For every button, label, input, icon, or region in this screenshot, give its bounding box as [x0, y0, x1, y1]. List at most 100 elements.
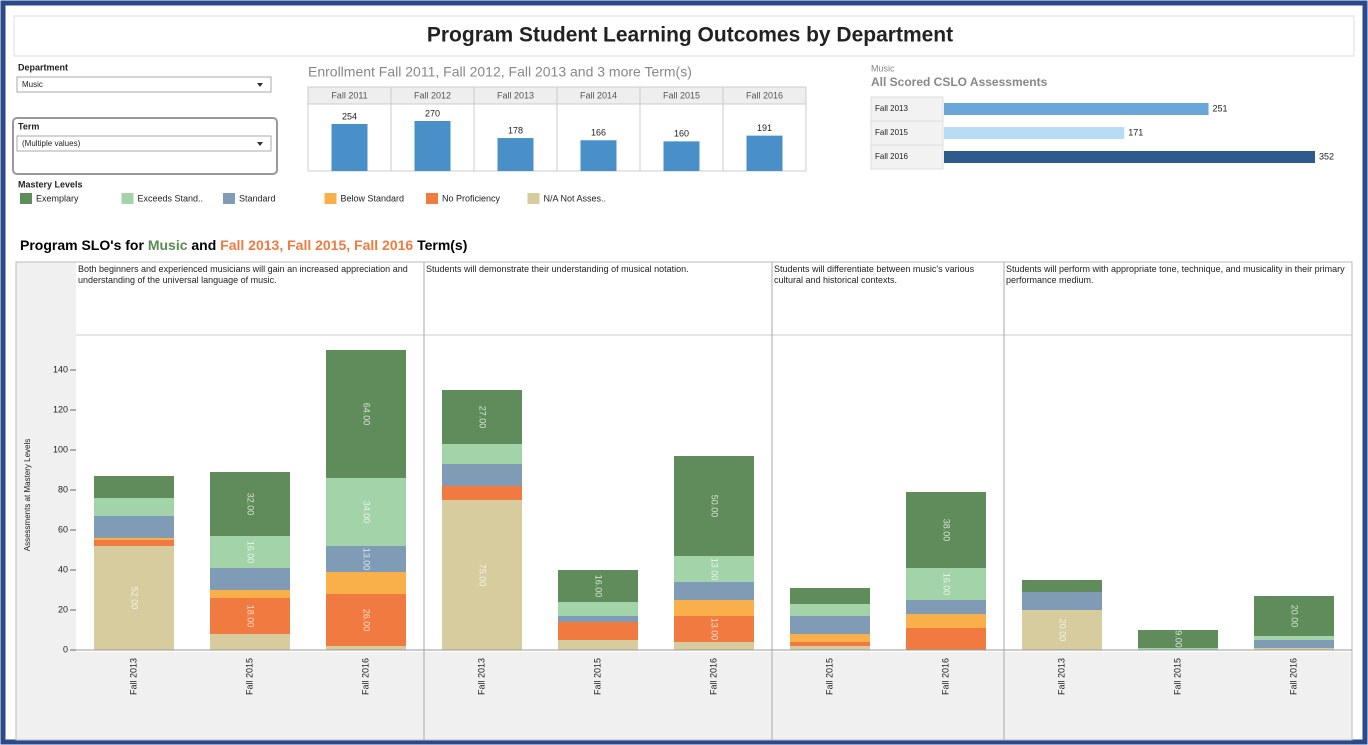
bar-segment — [674, 456, 754, 556]
title-part: and — [188, 237, 221, 253]
data-label: 251 — [1213, 103, 1228, 113]
column-header: Fall 2015 — [663, 90, 700, 100]
data-label: 191 — [757, 123, 772, 133]
title-part: Music — [148, 237, 188, 253]
x-tick-label: Fall 2013 — [128, 658, 138, 695]
bar-segment — [674, 616, 754, 642]
dashboard-title: Program Student Learning Outcomes by Dep… — [427, 24, 953, 47]
dropdown-arrow — [257, 83, 263, 87]
bar-segment — [326, 572, 406, 594]
axis-panel — [16, 262, 76, 740]
data-label: 9.00 — [1174, 630, 1184, 648]
bar-segment — [674, 556, 754, 582]
legend-label: Standard — [239, 193, 276, 203]
y-tick-label: 140 — [53, 364, 68, 374]
data-label: 18.00 — [246, 605, 256, 628]
bar-segment — [1254, 640, 1334, 648]
column-header: Fall 2016 — [746, 90, 783, 100]
bar-segment — [790, 634, 870, 642]
bar-segment — [442, 464, 522, 486]
title-part: Term(s) — [413, 237, 467, 253]
x-tick-label: Fall 2015 — [1172, 658, 1182, 695]
bar-segment — [1022, 592, 1102, 610]
bar-segment — [442, 390, 522, 444]
legend-swatch — [20, 193, 32, 204]
bar-segment — [674, 600, 754, 616]
bar-segment — [1138, 648, 1218, 650]
cslo-label: Music — [871, 63, 895, 73]
data-label: 20.00 — [1290, 605, 1300, 628]
x-tick-label: Fall 2013 — [1056, 658, 1066, 695]
filter-label: Department — [18, 62, 68, 72]
bar-segment — [94, 498, 174, 516]
x-tick-label: Fall 2016 — [1288, 658, 1298, 695]
data-label: 254 — [342, 111, 357, 121]
bar-segment — [558, 616, 638, 622]
bar-segment — [94, 476, 174, 498]
bar-segment — [558, 622, 638, 640]
bar-segment — [326, 546, 406, 572]
panel-header: Students will differentiate between musi… — [774, 264, 975, 285]
y-tick-label: 20 — [58, 604, 68, 614]
row-label: Fall 2013 — [875, 104, 908, 113]
data-label: 352 — [1319, 151, 1334, 161]
bar-segment — [674, 642, 754, 650]
column-header: Fall 2012 — [414, 90, 451, 100]
legend-swatch — [527, 193, 540, 204]
bar-segment — [790, 616, 870, 634]
enrollment-title: Enrollment Fall 2011, Fall 2012, Fall 20… — [308, 64, 692, 80]
bar-segment — [326, 594, 406, 646]
bar-segment — [210, 568, 290, 590]
data-label: 166 — [591, 128, 606, 138]
bar-segment — [210, 598, 290, 634]
filter-value: Music — [22, 80, 43, 89]
bar — [414, 121, 451, 171]
bar-segment — [442, 500, 522, 650]
y-tick-label: 100 — [53, 444, 68, 454]
y-tick-label: 60 — [58, 524, 68, 534]
y-axis-label: Assessments at Mastery Levels — [23, 439, 32, 551]
data-label: 16.00 — [594, 575, 604, 598]
bar-segment — [558, 640, 638, 650]
data-label: 16.00 — [942, 573, 952, 596]
data-label: 26.00 — [362, 609, 372, 632]
bar-segment — [442, 444, 522, 464]
data-label: 52.00 — [130, 587, 140, 610]
x-tick-label: Fall 2013 — [476, 658, 486, 695]
title-part: Fall 2013, Fall 2015, Fall 2016 — [220, 237, 413, 253]
bar-segment — [94, 516, 174, 538]
bar-segment — [1254, 596, 1334, 636]
data-label: 20.00 — [1058, 619, 1068, 642]
filter-label: Term — [18, 121, 39, 131]
column-header: Fall 2014 — [580, 90, 617, 100]
bar-segment — [94, 540, 174, 546]
data-label: 38.00 — [942, 519, 952, 542]
data-label: 13.00 — [362, 548, 372, 571]
bar — [331, 123, 368, 171]
bar-segment — [906, 568, 986, 600]
bar-segment — [442, 486, 522, 500]
bar-segment — [906, 628, 986, 650]
bar-segment — [1138, 630, 1218, 648]
bar-segment — [558, 570, 638, 602]
column-header: Fall 2011 — [331, 90, 367, 100]
dropdown[interactable] — [16, 76, 272, 93]
bar-segment — [326, 350, 406, 478]
bar-segment — [210, 536, 290, 568]
data-label: 34.00 — [362, 501, 372, 524]
legend-label: Exemplary — [36, 193, 79, 203]
dropdown[interactable] — [16, 135, 272, 152]
title-part: Program SLO's for — [20, 237, 148, 253]
data-label: 16.00 — [246, 541, 256, 564]
main-title: Program SLO's for Music and Fall 2013, F… — [20, 237, 467, 253]
bar — [944, 127, 1125, 139]
data-label: 171 — [1128, 127, 1143, 137]
legend-label: N/A Not Asses.. — [544, 193, 607, 203]
bar-segment — [790, 588, 870, 604]
bar-segment — [210, 590, 290, 598]
data-label: 160 — [674, 129, 689, 139]
plot-border — [15, 261, 1353, 741]
row-label: Fall 2015 — [875, 128, 908, 137]
